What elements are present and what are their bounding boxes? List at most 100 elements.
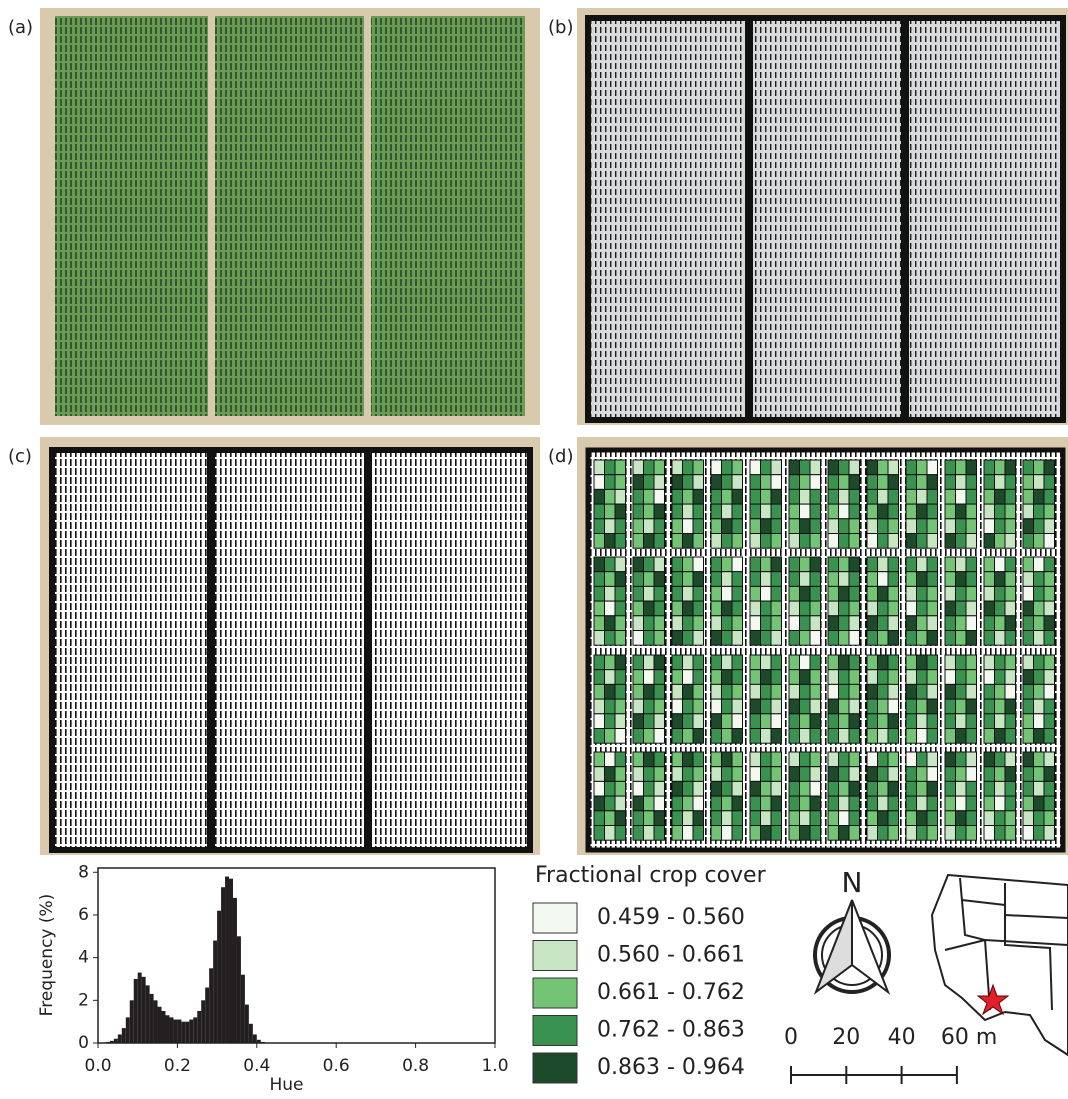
plot-cell [644, 729, 655, 744]
plot-cell [878, 504, 889, 519]
plot-cell [771, 616, 782, 631]
plot-cell [984, 534, 995, 549]
plot-cell [828, 729, 839, 744]
plot-cell [956, 504, 967, 519]
bar [233, 898, 237, 1043]
plot-cell [927, 699, 938, 714]
plot-cell [1023, 557, 1034, 572]
plot-cell [888, 460, 899, 475]
plot-cell [750, 796, 761, 811]
plot-cell [966, 475, 977, 490]
plot-cell [750, 601, 761, 616]
plot-cell [995, 670, 1006, 685]
plot-cell [761, 796, 772, 811]
plot-cell [594, 684, 605, 699]
plot-cell [750, 557, 761, 572]
plot-cell [906, 714, 917, 729]
plot-cell [672, 699, 683, 714]
plot-cell [927, 460, 938, 475]
plot-cell [917, 767, 928, 782]
plot-cell [722, 460, 733, 475]
plot-cell [945, 826, 956, 841]
plot-cell [771, 489, 782, 504]
plot-cell [800, 752, 811, 767]
plot-cell [633, 504, 644, 519]
plot-cell [849, 557, 860, 572]
plot-cell [1034, 811, 1045, 826]
plot-cell [750, 504, 761, 519]
plot-cell [984, 752, 995, 767]
plot-cell [1023, 811, 1034, 826]
plot-cell [605, 781, 616, 796]
plot-cell [654, 729, 665, 744]
plot-cell [1023, 655, 1034, 670]
plot-cell [849, 781, 860, 796]
plot-cell [644, 767, 655, 782]
plot-cell [966, 729, 977, 744]
plot-cell [956, 631, 967, 646]
plot-cell [722, 519, 733, 534]
plot-cell [1034, 670, 1045, 685]
bar [142, 977, 146, 1043]
plot-cell [1023, 767, 1034, 782]
plot-cell [966, 826, 977, 841]
plot-cell [927, 670, 938, 685]
plot-cell [800, 811, 811, 826]
plot-cell [644, 811, 655, 826]
plot-cell [849, 475, 860, 490]
plot-cell [828, 460, 839, 475]
legend-swatch [533, 1053, 577, 1083]
plot-cell [654, 826, 665, 841]
plot-cell [750, 489, 761, 504]
plot-cell [722, 475, 733, 490]
plot-cell [615, 811, 626, 826]
legend-label: 0.459 - 0.560 [597, 905, 745, 930]
plot-cell [722, 655, 733, 670]
plot-cell [750, 714, 761, 729]
plot-cell [633, 699, 644, 714]
plot-cell [1005, 616, 1016, 631]
plot-cell [927, 557, 938, 572]
plot-cell [633, 781, 644, 796]
plot-cell [800, 601, 811, 616]
plot-cell [615, 796, 626, 811]
plot-cell [945, 752, 956, 767]
plot-cell [615, 586, 626, 601]
bar [177, 1020, 181, 1043]
plot-cell [945, 631, 956, 646]
plot-cell [956, 767, 967, 782]
plot-cell [927, 826, 938, 841]
plot-cell [810, 460, 821, 475]
plot-cell [1044, 684, 1055, 699]
plot-cell [828, 699, 839, 714]
plot-cell [761, 752, 772, 767]
plot-cell [966, 489, 977, 504]
plot-cell [839, 557, 850, 572]
plot-cell [605, 684, 616, 699]
plot-cell [1023, 519, 1034, 534]
plot-cell [867, 729, 878, 744]
plot-cell [594, 519, 605, 534]
plot-cell [633, 631, 644, 646]
plot-cell [750, 616, 761, 631]
plot-cell [644, 489, 655, 504]
plot-cell [966, 796, 977, 811]
bar [205, 988, 209, 1043]
plot-cell [1023, 714, 1034, 729]
plot-cell [654, 475, 665, 490]
plot-cell [927, 684, 938, 699]
plot-cell [878, 796, 889, 811]
plot-cell [761, 729, 772, 744]
plot-cell [693, 586, 704, 601]
plot-cell [683, 796, 694, 811]
plot-cell [995, 729, 1006, 744]
plot-cell [917, 655, 928, 670]
plot-cell [1005, 655, 1016, 670]
plot-cell [594, 699, 605, 714]
plot-cell [711, 489, 722, 504]
plot-cell [722, 586, 733, 601]
plot-cell [849, 714, 860, 729]
plot-cell [672, 460, 683, 475]
plot-cell [995, 475, 1006, 490]
plot-cell [810, 489, 821, 504]
